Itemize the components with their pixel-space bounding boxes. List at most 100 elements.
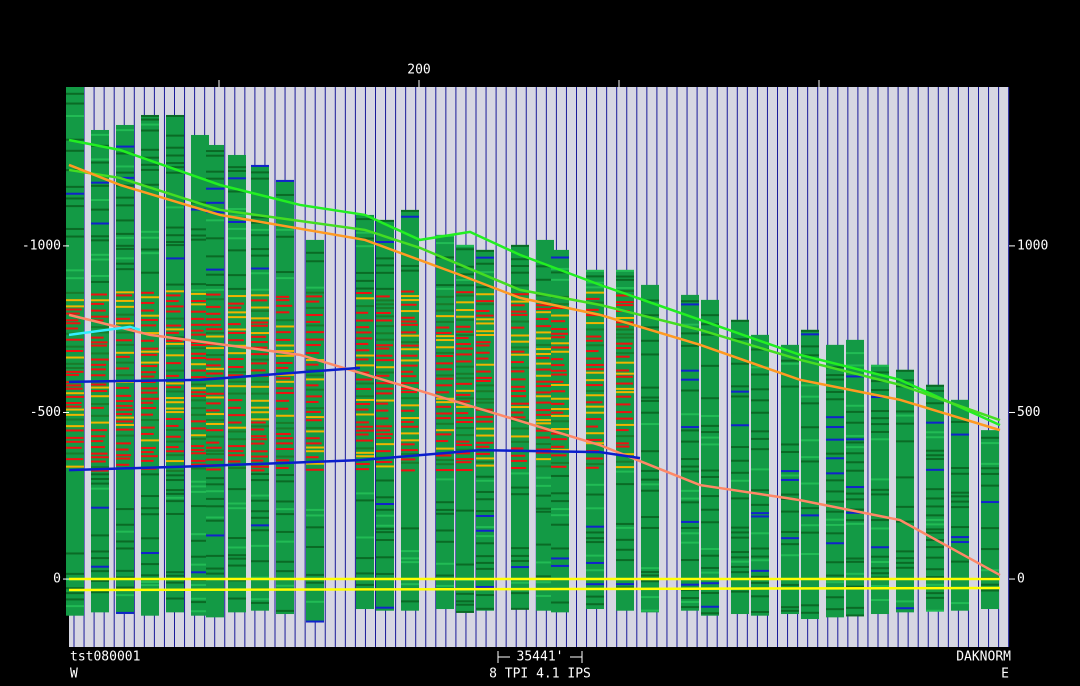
well-stripe [801,426,819,429]
well-stripe [276,277,294,280]
well-stripe [141,318,158,321]
well-stripe [871,423,889,426]
well [476,249,494,611]
well-stripe [476,441,494,444]
well-stripe [896,557,914,560]
well-stripe [141,156,159,159]
well-stripe [166,428,184,431]
well-stripe [116,257,134,260]
well-stripe [376,402,389,405]
well-stripe [511,326,525,329]
well-stripe [476,344,490,347]
well-stripe [191,467,209,470]
well-stripe [871,584,889,587]
well-stripe [228,208,246,211]
well-stripe [191,391,208,394]
well-stripe [191,303,209,306]
well-stripe [616,522,634,525]
well-stripe [511,554,529,557]
well-stripe [206,483,224,486]
well-stripe [701,397,719,400]
well-stripe [306,286,324,289]
well-stripe [206,422,224,425]
well-stripe [456,248,474,251]
well-stripe [251,479,269,482]
well-stripe [846,441,864,444]
well-stripe [586,335,602,338]
well-stripe [306,374,324,377]
well-stripe [66,366,84,369]
well-stripe [616,361,634,364]
well-stripe [91,280,109,283]
well-stripe [251,267,269,270]
well-stripe [376,399,394,402]
well-stripe [228,190,246,193]
well-stripe [206,396,224,399]
well-stripe [141,168,159,171]
well-stripe [141,365,158,368]
well-stripe [116,530,134,533]
y2-tick-label: 0 [1017,572,1025,587]
well-stripe [551,474,569,477]
well-stripe [436,574,454,577]
well-stripe [476,334,494,337]
well-stripe [276,380,294,383]
well-stripe [616,387,634,390]
well-stripe [276,331,291,334]
well-stripe [116,394,132,397]
well-stripe [586,286,604,289]
well-stripe [116,343,134,346]
well [681,294,699,611]
well-stripe [981,462,999,465]
well-stripe [206,201,224,204]
well-stripe [376,387,394,390]
well-stripe [951,466,969,469]
well-stripe [166,407,184,410]
well-stripe [981,484,999,487]
well-stripe [228,374,244,377]
well-stripe [701,424,719,427]
well-stripe [681,332,699,335]
well-stripe [641,299,659,302]
well-stripe [356,492,374,495]
well-stripe [228,564,246,567]
well-stripe [66,458,84,461]
well-stripe [401,469,415,472]
well-stripe [681,520,699,523]
well-stripe [401,341,419,344]
well-stripe [616,372,634,375]
well-stripe [641,567,659,570]
well-stripe [476,567,494,570]
well-stripe [228,454,245,457]
well-stripe [141,252,159,255]
well-stripe [951,433,969,436]
well-stripe [206,268,224,271]
well-stripe [586,389,604,392]
well-stripe [476,249,494,252]
well-stripe [191,317,205,320]
well-stripe [511,547,529,550]
y2-tick-label: 500 [1017,405,1040,420]
well-stripe [376,311,391,314]
well-stripe [276,319,294,322]
well-stripe [306,306,324,309]
well-stripe [476,341,491,344]
well-stripe [871,488,889,491]
well-stripe [731,551,749,554]
well-stripe [436,463,454,466]
well-stripe [306,388,324,391]
well-stripe [356,499,374,502]
well-stripe [926,431,944,434]
well-stripe [191,485,209,488]
well-stripe [616,435,634,438]
well-stripe [536,395,554,398]
well-stripe [206,490,224,493]
well-stripe [91,336,104,339]
well-stripe [801,507,819,510]
well-stripe [228,169,246,172]
well-stripe [356,447,374,450]
well-stripe [586,328,604,331]
well-stripe [456,400,471,403]
well-stripe [401,391,418,394]
well-stripe [511,440,529,443]
